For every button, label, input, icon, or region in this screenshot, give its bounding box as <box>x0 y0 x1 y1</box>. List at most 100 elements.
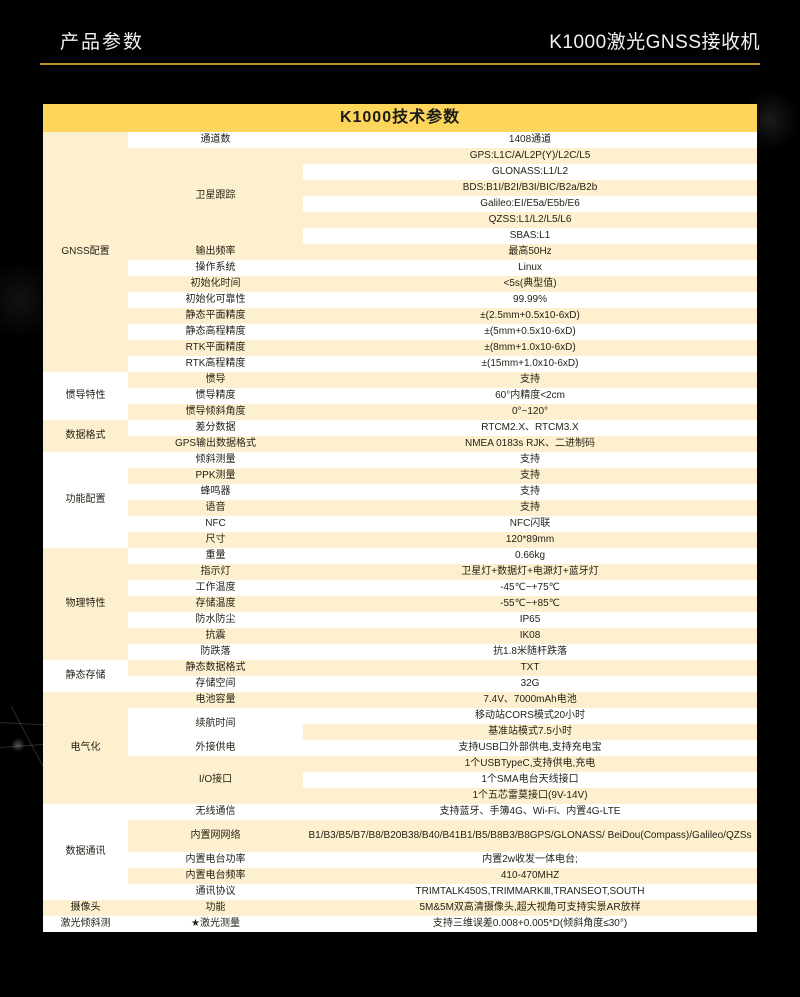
spec-value: 60°内精度<2cm <box>303 388 758 404</box>
spec-value: 最高50Hz <box>303 244 758 260</box>
spec-item-label: 惯导倾斜角度 <box>128 404 303 420</box>
spec-group-label: 数据格式 <box>43 420 128 452</box>
spec-item-label: 内置电台功率 <box>128 852 303 868</box>
spec-row: 防跌落 抗1.8米随杆跌落 <box>43 644 758 660</box>
spec-row: 外接供电 支持USB口外部供电,支持充电宝 <box>43 740 758 756</box>
spec-item-label: 指示灯 <box>128 564 303 580</box>
spec-row: 数据通讯 无线通信 支持蓝牙、手簿4G、Wi-Fi、内置4G-LTE <box>43 804 758 900</box>
spec-value: GLONASS:L1/L2 <box>303 164 758 180</box>
spec-row: 存储空间 32G <box>43 676 758 692</box>
spec-item-label: 内置网网络 <box>128 820 303 852</box>
spec-value: ±(5mm+0.5x10-6xD) <box>303 324 758 340</box>
spec-group-label: GNSS配置 <box>43 132 128 372</box>
spec-item-label: 外接供电 <box>128 740 303 756</box>
spec-row: 惯导特性 惯导 支持 <box>43 372 758 420</box>
spec-item-label: 防跌落 <box>128 644 303 660</box>
spec-item-label: 电池容量 <box>128 692 303 708</box>
spec-row: 内置电台功率 内置2w收发一体电台; <box>43 852 758 868</box>
spec-group-label: 摄像头 <box>43 900 128 916</box>
spec-group-label: 电气化 <box>43 692 128 804</box>
spec-row: 惯导倾斜角度 0°~120° <box>43 404 758 420</box>
spec-item-label: 重量 <box>128 548 303 564</box>
spec-value: Linux <box>303 260 758 276</box>
spec-value: 支持 <box>303 500 758 516</box>
spec-item-label: ★激光测量 <box>128 916 303 932</box>
spec-row: RTK平面精度 ±(8mm+1.0x10-6xD) <box>43 340 758 356</box>
spec-row: 摄像头 功能 5M&5M双高清摄像头,超大视角可支持实景AR放样 <box>43 900 758 916</box>
header-divider <box>40 63 760 65</box>
spec-item-label: 抗震 <box>128 628 303 644</box>
spec-row: 防水防尘 IP65 <box>43 612 758 628</box>
spec-row: 尺寸 120*89mm <box>43 532 758 548</box>
spec-table-body: K1000技术参数 GNSS配置 通道数 1408通道 卫星跟踪 GPS:L1C/A/L… <box>43 104 758 932</box>
spec-item-label: 初始化可靠性 <box>128 292 303 308</box>
spec-row: 操作系统 Linux <box>43 260 758 276</box>
spec-value: 内置2w收发一体电台; <box>303 852 758 868</box>
spec-item-label: 操作系统 <box>128 260 303 276</box>
spec-value: GPS:L1C/A/L2P(Y)/L2C/L5 <box>303 148 758 164</box>
spec-value: 1个五芯雷莫接口(9V-14V) <box>303 788 758 804</box>
spec-value: 支持三维误差0.008+0.005*D(倾斜角度≤30°) <box>303 916 758 932</box>
spec-item-label: 输出频率 <box>128 244 303 260</box>
spec-value: IP65 <box>303 612 758 628</box>
spec-value: 抗1.8米随杆跌落 <box>303 644 758 660</box>
spec-item-label: 静态数据格式 <box>128 660 303 676</box>
spec-row: 内置网网络 B1/B3/B5/B7/B8/B20B38/B40/B41B1/B5/… <box>43 820 758 852</box>
spec-value: ±(15mm+1.0x10-6xD) <box>303 356 758 372</box>
spec-row: RTK高程精度 ±(15mm+1.0x10-6xD) <box>43 356 758 372</box>
spec-item-label: RTK平面精度 <box>128 340 303 356</box>
spec-value: SBAS:L1 <box>303 228 758 244</box>
spec-value: -45℃~+75℃ <box>303 580 758 596</box>
spec-value: ±(8mm+1.0x10-6xD) <box>303 340 758 356</box>
spec-item-label: 惯导 <box>128 372 303 388</box>
spec-value: 支持 <box>303 372 758 388</box>
spec-table: K1000技术参数 GNSS配置 通道数 1408通道 卫星跟踪 GPS:L1C/A/L… <box>43 104 758 932</box>
spec-value: 1个SMA电台天线接口 <box>303 772 758 788</box>
spec-value: 1个USBTypeC,支持供电,充电 <box>303 756 758 772</box>
spec-row: GPS输出数据格式 NMEA 0183s RJK、二进制码 <box>43 436 758 452</box>
spec-value: 卫星灯+数据灯+电源灯+蓝牙灯 <box>303 564 758 580</box>
spec-row: 内置电台频率 410-470MHZ <box>43 868 758 884</box>
spec-value: 32G <box>303 676 758 692</box>
spec-value: 支持 <box>303 468 758 484</box>
product-model-label: K1000激光GNSS接收机 <box>549 32 760 53</box>
spec-value: ±(2.5mm+0.5x10-6xD) <box>303 308 758 324</box>
spec-value: RTCM2.X、RTCM3.X <box>303 420 758 436</box>
spec-row: 静态存储 静态数据格式 TXT <box>43 660 758 692</box>
spec-row: 输出频率 最高50Hz <box>43 244 758 260</box>
spec-table-wrapper: K1000技术参数 GNSS配置 通道数 1408通道 卫星跟踪 GPS:L1C/A/L… <box>43 104 758 932</box>
spec-row: 电气化 电池容量 7.4V、7000mAh电池 <box>43 692 758 804</box>
spec-item-label: 存储温度 <box>128 596 303 612</box>
spec-item-label: 功能 <box>128 900 303 916</box>
spec-item-label: 倾斜测量 <box>128 452 303 468</box>
spec-row: PPK测量 支持 <box>43 468 758 484</box>
spec-row: 续航时间 移动站CORS模式20小时 <box>43 708 758 740</box>
spec-value: 支持USB口外部供电,支持充电宝 <box>303 740 758 756</box>
spec-item-label: 初始化时间 <box>128 276 303 292</box>
spec-row: 存储温度 -55℃~+85℃ <box>43 596 758 612</box>
spec-value: NFC闪联 <box>303 516 758 532</box>
spec-value: BDS:B1I/B2I/B3I/BIC/B2a/B2b <box>303 180 758 196</box>
spec-group-label: 惯导特性 <box>43 372 128 420</box>
spec-row: 指示灯 卫星灯+数据灯+电源灯+蓝牙灯 <box>43 564 758 580</box>
spec-item-label: 通讯协议 <box>128 884 303 900</box>
spec-table-title-row: K1000技术参数 <box>43 104 758 132</box>
spec-item-label: 语音 <box>128 500 303 516</box>
spec-item-label: 内置电台频率 <box>128 868 303 884</box>
spec-item-label: 卫星跟踪 <box>128 148 303 244</box>
spec-value: 99.99% <box>303 292 758 308</box>
spec-value: 支持 <box>303 484 758 500</box>
page-root: 产品参数 K1000激光GNSS接收机 K1000技术参数 GNSS配置 通道数 1… <box>40 32 760 932</box>
spec-group-label: 激光倾斜测 <box>43 916 128 932</box>
spec-row: 通讯协议 TRIMTALK450S,TRIMMARKⅢ,TRANSEOT,SOUT… <box>43 884 758 900</box>
spec-item-label: I/O接口 <box>128 756 303 804</box>
spec-value: 移动站CORS模式20小时 <box>303 708 758 724</box>
spec-item-label: PPK测量 <box>128 468 303 484</box>
spec-value: 1408通道 <box>303 132 758 148</box>
spec-item-label: NFC <box>128 516 303 532</box>
spec-item-label: 蜂鸣器 <box>128 484 303 500</box>
spec-item-label: RTK高程精度 <box>128 356 303 372</box>
page-title: 产品参数 <box>60 32 145 53</box>
spec-value: 7.4V、7000mAh电池 <box>303 692 758 708</box>
spec-row: NFC NFC闪联 <box>43 516 758 532</box>
